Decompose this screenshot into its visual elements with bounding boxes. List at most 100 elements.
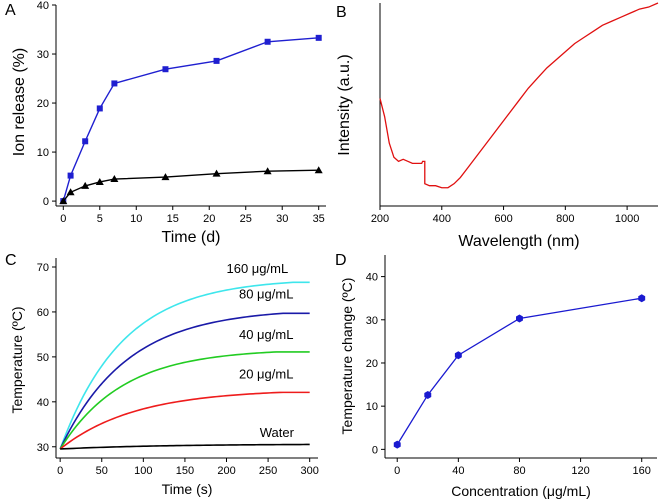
panel-d-ticks: 0 40 80 120 160 0 10 20 30 40	[366, 272, 651, 477]
panel-b: B Wavelength (nm) Intensity (a.u.) 200 40…	[336, 2, 659, 250]
panel-label-c: C	[5, 252, 17, 269]
panel-d: D Concentration (μg/mL) Temperature chan…	[335, 252, 657, 499]
x-tick-label-c: 100	[134, 465, 152, 477]
panel-b-y-label: Intensity (a.u.)	[336, 54, 353, 155]
data-point-a-square	[162, 66, 169, 73]
series-label-c-3: 20 μg/mL	[239, 366, 293, 381]
data-point-a-triangle	[212, 169, 221, 177]
panel-c-ticks: 0 50 100 150 200 250 300 30 40 50 60 70	[37, 262, 319, 477]
x-tick-label-d: 80	[513, 465, 525, 477]
panel-c-plot: 160 μg/mL 80 μg/mL 40 μg/mL 20 μg/mL Water	[59, 261, 310, 450]
panel-d-x-label: Concentration (μg/mL)	[451, 483, 591, 499]
x-tick-label-a: 25	[240, 213, 252, 225]
data-point-a-square	[82, 138, 89, 145]
panel-label-b: B	[336, 4, 347, 21]
panel-a-x-label: Time (d)	[162, 229, 221, 246]
data-point-d-hexagon	[638, 294, 646, 303]
series-line-c-3	[59, 391, 310, 450]
panel-b-ticks: 200 400 600 800 1000	[371, 206, 639, 225]
y-tick-label-d: 30	[366, 315, 378, 327]
x-tick-label-d: 120	[571, 465, 589, 477]
x-tick-label-a: 20	[203, 213, 215, 225]
panel-a-y-label: Ion release (%)	[11, 48, 28, 157]
data-point-a-triangle	[263, 167, 272, 175]
panel-b-plot	[379, 2, 659, 189]
y-tick-label-a: 10	[37, 147, 49, 159]
y-tick-label-c: 40	[37, 397, 49, 409]
panel-d-plot	[393, 294, 646, 449]
series-label-c-4: Water	[260, 425, 295, 440]
data-point-a-triangle	[81, 181, 90, 189]
y-tick-label-a: 0	[43, 196, 49, 208]
series-line-c-1	[59, 312, 310, 450]
data-point-d-hexagon	[393, 440, 401, 449]
data-point-a-square	[96, 105, 103, 112]
x-tick-label-c: 150	[176, 465, 194, 477]
data-point-a-triangle	[66, 188, 75, 196]
x-tick-label-c: 50	[96, 465, 108, 477]
x-tick-label-c: 250	[259, 465, 277, 477]
x-tick-label-c: 0	[57, 465, 63, 477]
series-line-c-4	[60, 443, 310, 450]
x-tick-label-b: 800	[556, 213, 574, 225]
data-point-a-square	[67, 172, 74, 179]
data-point-a-triangle	[161, 173, 170, 181]
y-tick-label-a: 30	[37, 49, 49, 61]
data-point-a-triangle	[95, 177, 104, 185]
x-tick-label-a: 35	[313, 213, 325, 225]
panel-label-a: A	[5, 2, 16, 19]
panel-a: A Time (d) Ion release (%) 0 5 10 15 20 25 30 3…	[5, 0, 326, 246]
panel-a-plot	[59, 34, 323, 205]
data-point-a-square	[264, 38, 271, 45]
data-point-d-hexagon	[424, 390, 432, 399]
data-point-a-square	[315, 34, 322, 41]
panel-a-ticks: 0 5 10 15 20 25 30 35 0 10 20 30 40	[37, 0, 325, 225]
series-line-b-spectrum	[379, 2, 659, 189]
data-point-a-triangle	[59, 197, 68, 205]
data-point-a-square	[111, 80, 118, 87]
data-point-d-hexagon	[516, 314, 523, 323]
y-tick-label-c: 30	[37, 442, 49, 454]
x-tick-label-b: 1000	[615, 213, 639, 225]
y-tick-label-d: 0	[372, 444, 378, 456]
panel-d-y-label: Temperature change (ºC)	[339, 278, 355, 435]
y-tick-label-d: 20	[366, 358, 378, 370]
data-point-d-hexagon	[454, 351, 462, 360]
y-tick-label-d: 10	[366, 401, 378, 413]
x-tick-label-a: 10	[130, 213, 142, 225]
series-line-a-1	[62, 169, 319, 202]
y-tick-label-a: 20	[37, 98, 49, 110]
x-tick-label-d: 160	[633, 465, 651, 477]
series-line-c-2	[59, 351, 310, 450]
x-tick-label-c: 200	[217, 465, 235, 477]
x-tick-label-b: 600	[494, 213, 512, 225]
y-tick-label-d: 40	[366, 272, 378, 284]
y-tick-label-c: 70	[37, 262, 49, 274]
x-tick-label-a: 30	[276, 213, 288, 225]
panel-c-x-label: Time (s)	[162, 481, 213, 497]
data-point-a-triangle	[110, 175, 119, 183]
y-tick-label-c: 50	[37, 352, 49, 364]
x-tick-label-b: 400	[433, 213, 451, 225]
series-line-c-0	[59, 281, 310, 450]
x-tick-label-d: 40	[452, 465, 464, 477]
series-label-c-2: 40 μg/mL	[239, 327, 293, 342]
x-tick-label-a: 15	[167, 213, 179, 225]
series-line-a-0	[62, 37, 319, 202]
panel-c-y-label: Temperature (ºC)	[9, 306, 25, 413]
y-tick-label-a: 40	[37, 0, 49, 12]
series-label-c-1: 80 μg/mL	[239, 286, 293, 301]
data-point-a-square	[213, 57, 220, 64]
y-tick-label-c: 60	[37, 307, 49, 319]
panel-b-x-label: Wavelength (nm)	[458, 233, 579, 250]
x-tick-label-b: 200	[371, 213, 389, 225]
panel-c: C Time (s) Temperature (ºC) 0 50 100 150 200…	[5, 252, 319, 497]
x-tick-label-d: 0	[394, 465, 400, 477]
series-label-c-0: 160 μg/mL	[227, 261, 289, 276]
x-tick-label-c: 300	[301, 465, 319, 477]
data-point-a-triangle	[314, 166, 323, 174]
x-tick-label-a: 0	[60, 213, 66, 225]
panel-label-d: D	[335, 252, 347, 269]
x-tick-label-a: 5	[97, 213, 103, 225]
